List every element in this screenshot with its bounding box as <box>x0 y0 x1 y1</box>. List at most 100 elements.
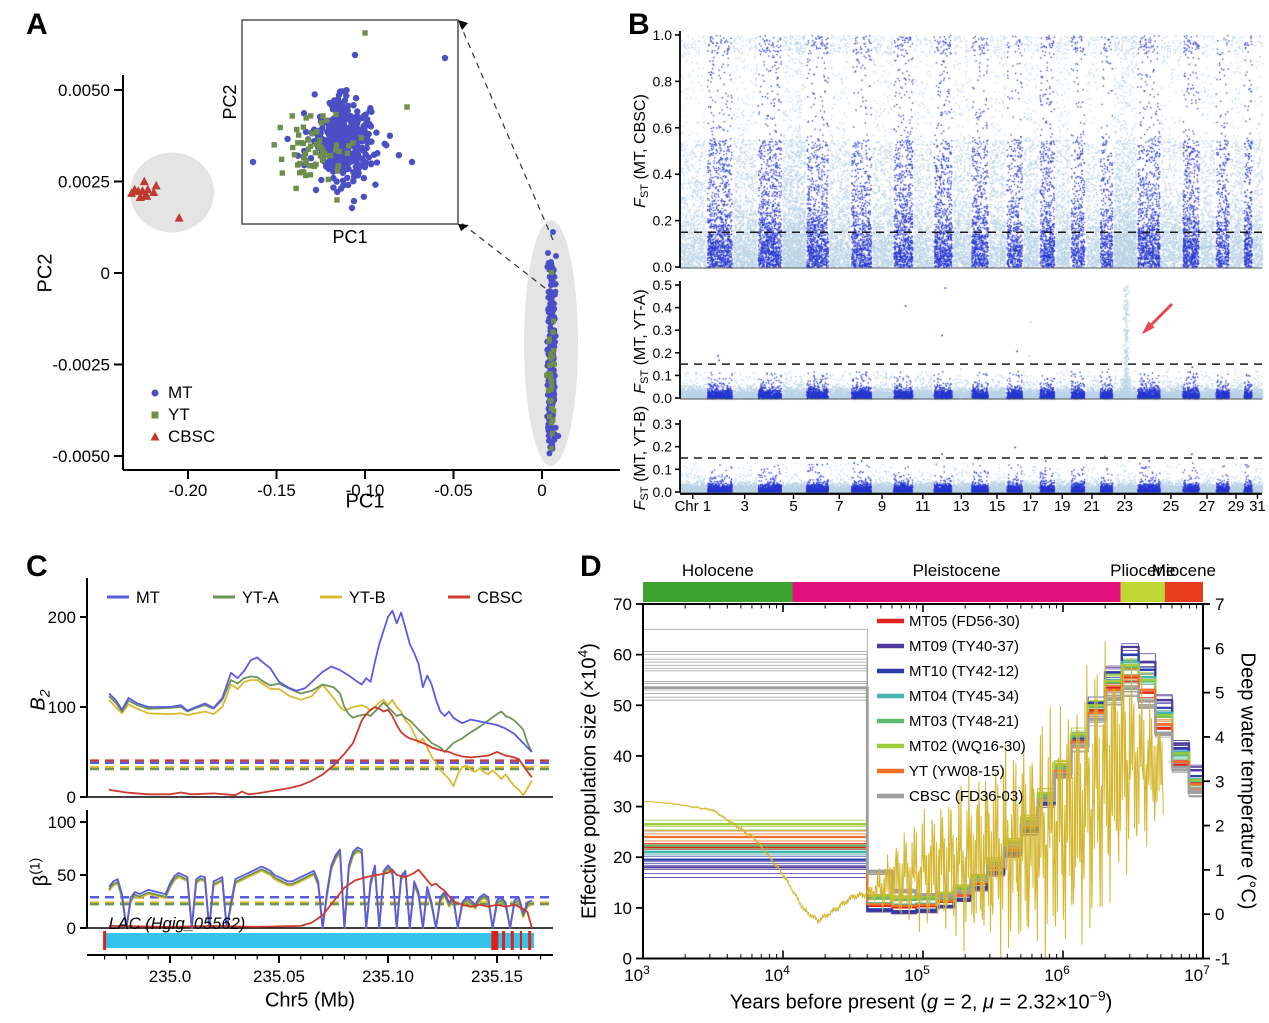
b-y-tick: 0.2 <box>653 439 673 455</box>
a-inset-point-mt <box>347 112 354 120</box>
a-inset-point-mt <box>374 150 381 157</box>
b-y-tick: 0.2 <box>653 345 673 361</box>
a-point-mt <box>548 296 555 303</box>
d-y-left-tick: 70 <box>613 595 632 614</box>
a-x-tick: -0.15 <box>257 481 296 500</box>
a-inset-point-yt <box>344 150 351 157</box>
b-y-tick: 0.0 <box>653 390 673 406</box>
a-point-yt <box>548 354 554 360</box>
a-y-tick: -0.0050 <box>52 447 110 466</box>
a-point-yt <box>550 348 556 354</box>
a-inset-point-yt <box>307 172 314 178</box>
b-x-tick: 13 <box>953 498 970 515</box>
a-inset-point-yt <box>333 142 340 148</box>
a-inset-point-mt <box>368 108 375 115</box>
d-epoch-label: Pleistocene <box>913 561 1001 580</box>
d-y-right-tick: 3 <box>1215 772 1224 791</box>
a-y-tick: 0 <box>101 264 110 283</box>
a-inset-point-mt <box>360 193 368 200</box>
a-point-mt <box>552 288 559 295</box>
c-legend-label: YT-B <box>349 589 386 607</box>
c-x-tick: 235.10 <box>362 967 414 986</box>
a-inset-point-mt <box>367 161 375 168</box>
a-inset-point-yt <box>297 160 303 167</box>
a-inset-point-mt <box>373 129 380 136</box>
b-y-tick: 0.4 <box>653 300 673 316</box>
d-y-left-tick: 20 <box>613 848 632 867</box>
a-point-yt <box>547 362 553 368</box>
c-x-tick: 235.05 <box>253 967 305 986</box>
a-inset-point-mt <box>318 176 325 184</box>
a-inset-point-yt <box>320 113 326 119</box>
d-y-left-tick: 40 <box>613 747 632 766</box>
a-inset-point-yt <box>320 147 326 153</box>
a-inset-point-mt <box>349 134 356 141</box>
a-inset-point-mt <box>354 108 361 115</box>
a-point-yt <box>544 372 550 378</box>
a-point-mt <box>551 343 558 350</box>
a-inset-point-mt <box>326 124 333 132</box>
a-inset-point-yt <box>302 150 309 157</box>
a-point-cbsc <box>151 180 161 190</box>
c-beta-tick: 100 <box>48 813 76 832</box>
a-inset-point-yt <box>336 148 342 155</box>
d-epoch-miocene <box>1164 582 1203 602</box>
b-y-tick: 0.1 <box>653 461 673 477</box>
c-beta-series-CBSC <box>108 868 533 929</box>
b-x-tick: 27 <box>1199 498 1216 515</box>
a-inset-point-mt <box>352 163 359 171</box>
a-inset-point-yt <box>333 111 339 118</box>
panel-d-label: D <box>580 550 602 583</box>
a-inset-point-yt <box>303 157 309 163</box>
c-legend-label: YT-A <box>242 589 279 607</box>
a-inset-point-mt <box>345 157 352 164</box>
d-y-left-tick: 30 <box>613 798 632 817</box>
b-x-tick: 21 <box>1084 498 1101 515</box>
a-point-mt <box>546 450 553 457</box>
c-gene-exon-mark <box>103 931 107 950</box>
a-inset-point-mt <box>350 169 357 176</box>
d-y-left-tick: 50 <box>613 696 632 715</box>
a-inset-point-mt <box>331 97 338 104</box>
a-inset-point-mt <box>352 94 360 102</box>
a-inset-xlabel: PC1 <box>332 227 367 247</box>
d-epoch-pleistocene <box>792 582 1121 602</box>
a-inset-point-yt <box>312 149 319 156</box>
d-legend-label: MT10 (TY42-12) <box>909 663 1019 680</box>
a-ylabel: PC2 <box>34 253 57 293</box>
a-inset-point-yt <box>289 113 295 119</box>
c-beta-tick: 0 <box>67 919 76 938</box>
a-x-tick: -0.10 <box>346 481 385 500</box>
a-inset-point-mt <box>339 88 346 95</box>
a-point-yt <box>548 373 554 379</box>
a-point-yt <box>548 445 554 451</box>
a-point-cbsc <box>130 184 140 194</box>
a-inset-point-yt <box>305 146 312 152</box>
a-inset-point-yt <box>296 132 302 138</box>
a-inset-point-mt <box>395 151 403 159</box>
a-x-tick: -0.05 <box>434 481 473 500</box>
a-inset-point-yt <box>307 143 314 149</box>
a-inset-point-yt <box>333 147 339 153</box>
a-point-yt <box>548 420 554 426</box>
a-inset-point-yt <box>335 163 341 169</box>
a-inset-point-mt <box>344 102 352 110</box>
a-inset-point-yt <box>346 143 352 149</box>
c-b2-tick: 200 <box>48 608 76 627</box>
a-point-mt <box>548 275 555 282</box>
d-epoch-label: Pliocene <box>1110 561 1175 580</box>
a-point-mt <box>551 435 558 442</box>
a-inset-point-mt <box>330 184 337 191</box>
a-inset-point-yt <box>289 144 296 151</box>
a-inset-point-mt <box>329 105 337 113</box>
a-point-yt <box>549 378 555 384</box>
a-y-tick: 0.0025 <box>58 173 110 192</box>
a-point-yt <box>549 405 555 411</box>
a-inset-point-mt <box>350 156 357 164</box>
a-inset-point-mt <box>339 169 347 176</box>
a-inset-point-yt <box>277 124 283 131</box>
a-point-mt <box>550 280 557 287</box>
c-gene-exon-mark <box>502 931 506 950</box>
c-beta-series-MT <box>108 846 533 929</box>
a-point-mt <box>552 424 559 431</box>
